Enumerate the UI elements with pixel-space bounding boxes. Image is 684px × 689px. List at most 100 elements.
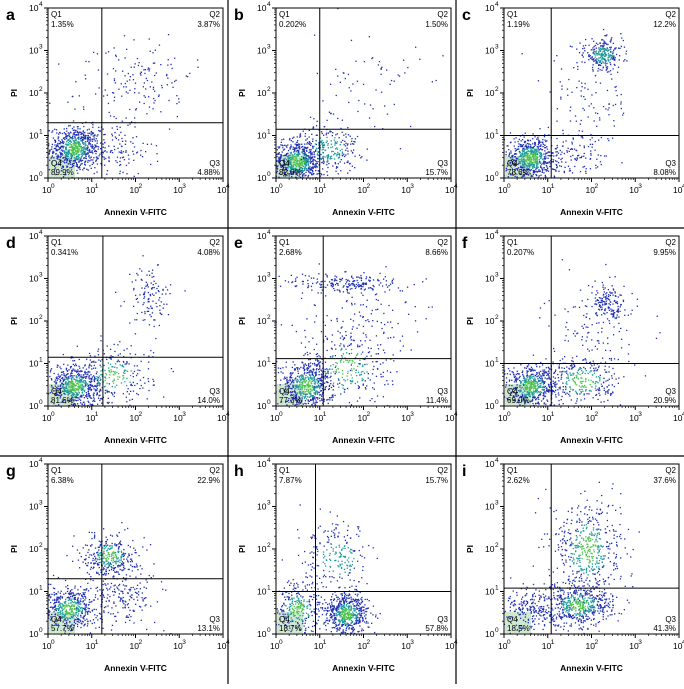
event-dot	[85, 396, 86, 397]
event-dot	[139, 370, 140, 371]
event-dot	[107, 391, 108, 392]
event-dot	[522, 185, 523, 186]
event-dot	[294, 151, 295, 152]
event-dot	[572, 172, 573, 173]
event-dot	[142, 304, 143, 305]
event-dot	[94, 398, 95, 399]
event-dot	[539, 180, 540, 181]
event-dot	[90, 359, 91, 360]
event-dot	[185, 0, 186, 1]
q2-percent: 4.08%	[197, 248, 220, 257]
event-dot	[542, 158, 543, 159]
event-dot	[336, 155, 337, 156]
event-dot	[71, 378, 72, 379]
event-dot	[119, 165, 120, 166]
event-dot	[88, 170, 89, 171]
event-dot	[600, 57, 601, 58]
event-dot	[337, 152, 338, 153]
event-dot	[522, 161, 523, 162]
event-dot	[71, 156, 72, 157]
event-dot	[527, 162, 528, 163]
event-dot	[616, 54, 617, 55]
event-dot	[553, 155, 554, 156]
event-dot	[281, 154, 282, 155]
event-dot	[80, 150, 81, 151]
event-dot	[62, 391, 63, 392]
y-tick-label: 10	[29, 274, 39, 284]
event-dot	[301, 159, 302, 160]
event-dot	[97, 393, 98, 394]
event-dot	[284, 145, 285, 146]
event-dot	[303, 131, 304, 132]
event-dot	[619, 48, 620, 49]
event-dot	[60, 147, 61, 148]
event-dot	[310, 117, 311, 118]
event-dot	[610, 64, 611, 65]
event-dot	[82, 133, 83, 134]
x-tick-exponent: 4	[226, 183, 230, 190]
event-dot	[294, 154, 295, 155]
event-dot	[150, 86, 151, 87]
event-dot	[607, 138, 608, 139]
event-dot	[510, 151, 511, 152]
event-dot	[125, 370, 126, 371]
event-dot	[127, 81, 128, 82]
event-dot	[95, 390, 96, 391]
event-dot	[75, 81, 76, 82]
event-dot	[78, 149, 79, 150]
event-dot	[286, 181, 287, 182]
event-dot	[104, 377, 105, 378]
event-dot	[293, 158, 294, 159]
event-dot	[317, 383, 318, 384]
event-dot	[126, 86, 127, 87]
event-dot	[295, 160, 296, 161]
event-dot	[293, 164, 294, 165]
event-dot	[134, 92, 135, 93]
event-dot	[559, 165, 560, 166]
event-dot	[579, 157, 580, 158]
event-dot	[85, 378, 86, 379]
event-dot	[521, 156, 522, 157]
event-dot	[515, 137, 516, 138]
event-dot	[569, 151, 570, 152]
event-dot	[75, 392, 76, 393]
event-dot	[316, 125, 317, 126]
event-dot	[95, 93, 96, 94]
event-dot	[327, 376, 328, 377]
event-dot	[527, 159, 528, 160]
event-dot	[71, 366, 72, 367]
event-dot	[93, 157, 94, 158]
event-dot	[123, 393, 124, 394]
event-dot	[337, 133, 338, 134]
event-dot	[126, 117, 127, 118]
event-dot	[609, 49, 610, 50]
event-dot	[603, 54, 604, 55]
event-dot	[83, 153, 84, 154]
event-dot	[618, 67, 619, 68]
event-dot	[510, 132, 511, 133]
event-dot	[323, 158, 324, 159]
event-dot	[156, 306, 157, 307]
event-dot	[134, 117, 135, 118]
event-dot	[318, 392, 319, 393]
event-dot	[304, 388, 305, 389]
event-dot	[593, 70, 594, 71]
event-dot	[601, 70, 602, 71]
event-dot	[161, 85, 162, 86]
event-dot	[515, 150, 516, 151]
event-dot	[310, 155, 311, 156]
event-dot	[538, 144, 539, 145]
event-dot	[347, 162, 348, 163]
event-dot	[61, 383, 62, 384]
event-dot	[314, 364, 315, 365]
event-dot	[345, 143, 346, 144]
event-dot	[556, 185, 557, 186]
event-dot	[126, 378, 127, 379]
event-dot	[309, 166, 310, 167]
event-dot	[302, 382, 303, 383]
panel-label: e	[234, 235, 243, 252]
event-dot	[96, 157, 97, 158]
event-dot	[372, 108, 373, 109]
event-dot	[523, 151, 524, 152]
